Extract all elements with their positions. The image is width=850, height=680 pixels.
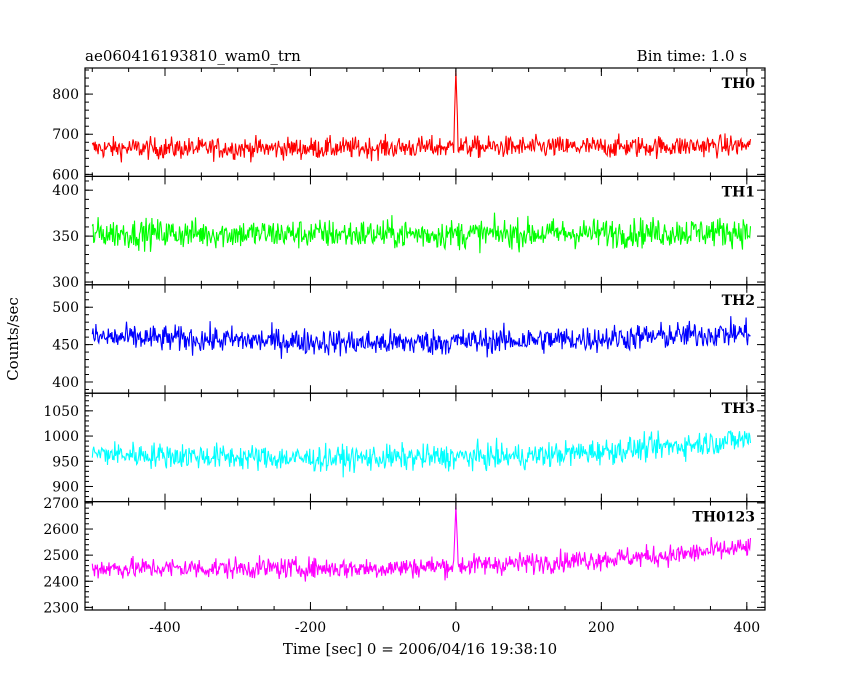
panel-frame	[84, 67, 766, 178]
y-tick-label: 2400	[43, 574, 79, 590]
x-tick-label: 0	[451, 620, 460, 636]
series-line-th2	[91, 316, 751, 359]
y-tick-label: 1000	[43, 429, 79, 445]
y-tick-label: 1050	[43, 404, 79, 420]
y-tick-label: 400	[52, 375, 79, 391]
panel-frame	[84, 501, 766, 611]
y-tick-label: 2600	[43, 522, 79, 538]
panel-label-th0123: TH0123	[692, 510, 755, 526]
y-tick-label: 500	[52, 300, 79, 316]
y-tick-label: 950	[52, 454, 79, 470]
panel-label-th1: TH1	[722, 184, 755, 200]
x-axis-label: Time [sec] 0 = 2006/04/16 19:38:10	[283, 640, 557, 658]
y-tick-label: 2300	[43, 600, 79, 616]
y-tick-label: 700	[52, 127, 79, 143]
chart-title: ae060416193810_wam0_trn	[85, 47, 301, 65]
x-tick-label: 200	[588, 620, 615, 636]
panel-th3: 900 950 1000 1050 TH3	[43, 392, 766, 503]
panel-label-th3: TH3	[722, 401, 755, 417]
panel-th2: 400 450 500 TH2	[52, 284, 766, 394]
y-tick-label: 2700	[43, 496, 79, 512]
panel-label-th2: TH2	[722, 293, 755, 309]
panel-th1: 300 350 400 TH1	[52, 175, 766, 291]
series-line-th1	[91, 212, 752, 254]
y-tick-label: 900	[52, 479, 79, 495]
panel-th0: 600 700 800 TH0	[52, 67, 766, 183]
y-tick-label: 300	[52, 275, 79, 291]
y-tick-label: 600	[52, 167, 79, 183]
x-tick-label: -200	[295, 620, 326, 636]
y-tick-label: 450	[52, 338, 79, 354]
series-line-th0	[91, 69, 752, 163]
bin-time-label: Bin time: 1.0 s	[637, 47, 747, 65]
y-tick-label: 2500	[43, 548, 79, 564]
x-tick-label: -400	[149, 620, 180, 636]
x-tick-label: 400	[733, 620, 760, 636]
y-tick-label: 350	[52, 229, 79, 245]
panel-th0123: 2300 2400 2500 2600 2700 TH0123	[43, 496, 766, 616]
panel-label-th0: TH0	[722, 76, 756, 92]
series-line-th3	[91, 430, 752, 478]
y-axis-label: Counts/sec	[4, 297, 22, 381]
series-line-th0123	[91, 505, 752, 582]
y-tick-label: 800	[52, 87, 79, 103]
y-tick-label: 400	[52, 183, 79, 199]
